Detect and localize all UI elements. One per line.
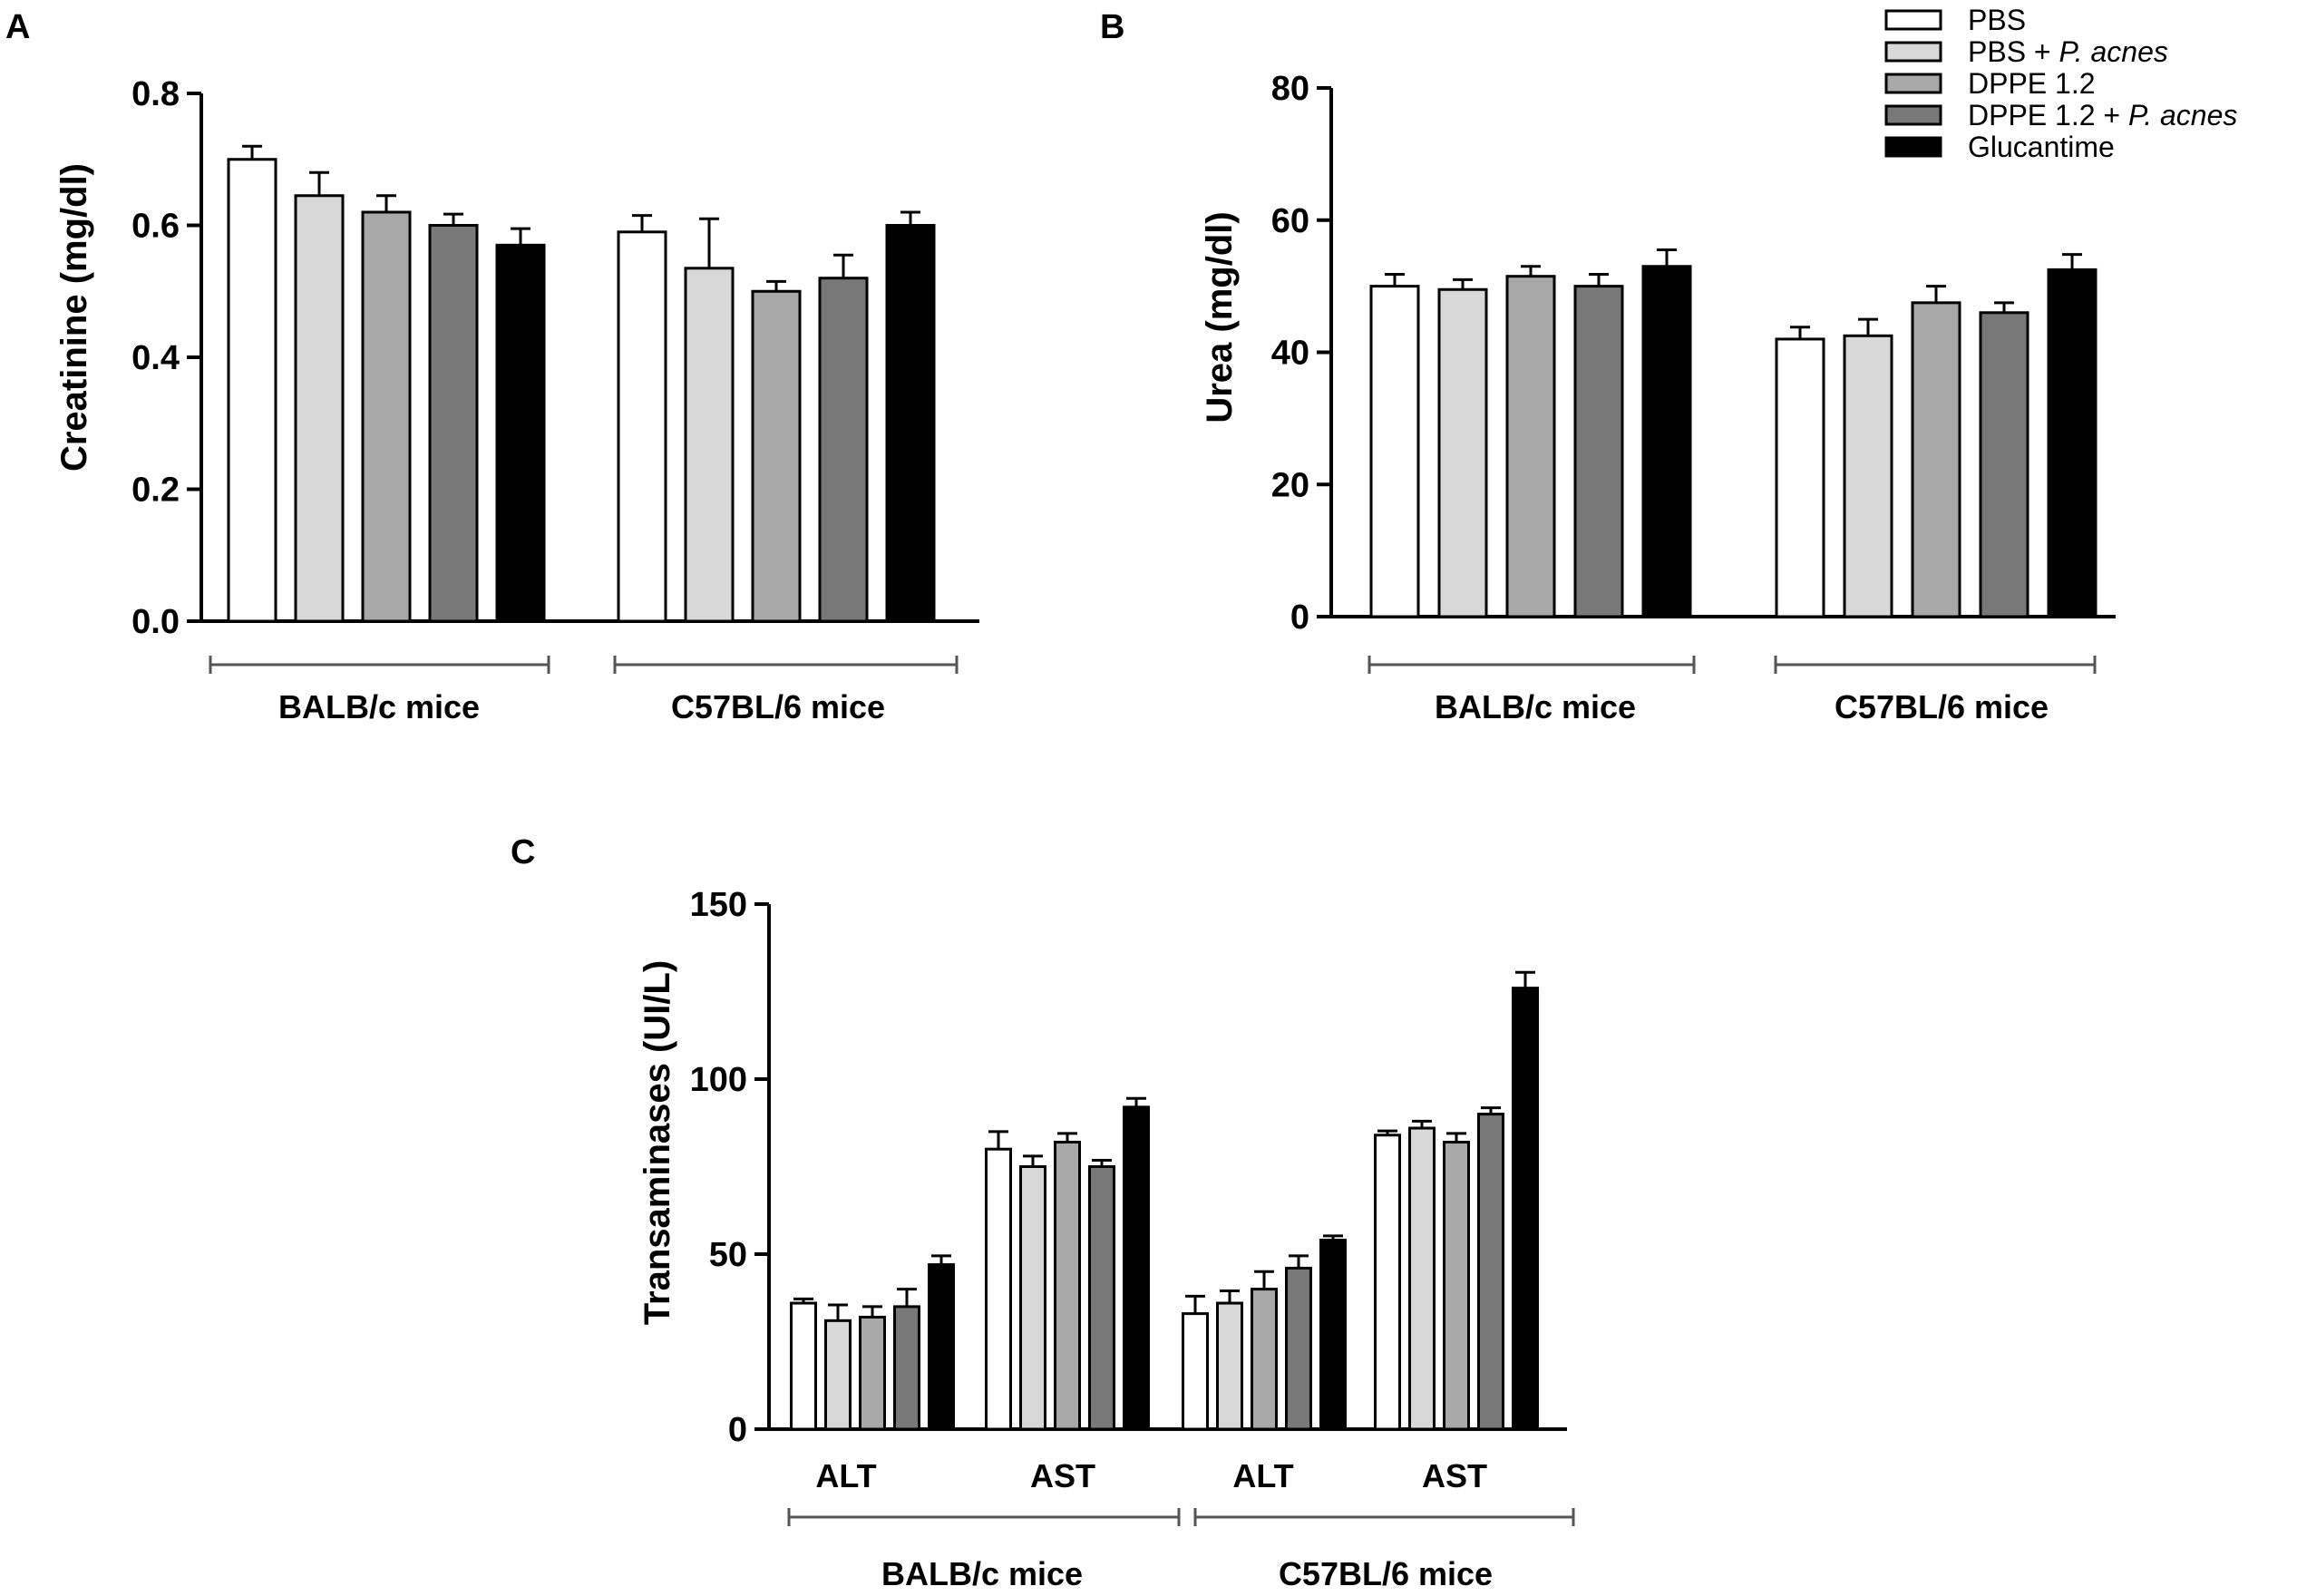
panel-a-bar: [751, 289, 802, 623]
panel-c-y-tick-label: 150: [690, 886, 747, 924]
panel-b-letter: B: [1100, 8, 1124, 46]
panel-c-y-tick-label: 50: [709, 1236, 747, 1274]
legend-entry-label: DPPE 1.2: [1968, 67, 2096, 100]
panel-a-bar: [227, 158, 277, 623]
panel-b-bar: [1369, 285, 1420, 618]
panel-c-subgroup-label: ALT: [815, 1457, 876, 1494]
panel-a-bar: [818, 277, 869, 623]
panel-c-bar: [1285, 1266, 1312, 1431]
panel-c-bar: [1477, 1113, 1504, 1431]
panel-c-bar: [893, 1305, 920, 1431]
panel-c-bar: [790, 1301, 817, 1431]
legend-swatch: [1884, 136, 1942, 158]
panel-b-group-label-c57: C57BL/6 mice: [1835, 688, 2049, 725]
legend-entry-label: Glucantime: [1968, 131, 2115, 163]
panel-b-y-tick-label: 40: [1271, 335, 1309, 373]
panel-c-y-tick-label: 100: [690, 1061, 747, 1099]
panel-c-bar: [1443, 1140, 1470, 1431]
panel-b-y-tick-label: 80: [1271, 70, 1309, 108]
panel-b-bar: [1437, 287, 1488, 618]
panel-b-bar: [1641, 265, 1692, 618]
legend-swatch: [1884, 9, 1942, 31]
panel-c-bar: [824, 1319, 852, 1431]
panel-b-urea-chart: B Urea (mg/dl) BALB/c mice C57BL/6 mice …: [1100, 8, 2116, 725]
panel-b-group-label-balbc: BALB/c mice: [1435, 688, 1636, 725]
panel-b-y-axis-title: Urea (mg/dl): [1200, 211, 1240, 423]
panel-c-bar: [1054, 1140, 1081, 1431]
panel-a-y-axis-title: Creatinine (mg/dl): [54, 163, 94, 472]
panel-c-bar: [859, 1315, 886, 1431]
panel-c-y-tick-label: 0: [728, 1411, 747, 1449]
panel-c-bar: [1408, 1126, 1436, 1431]
panel-c-bar: [928, 1263, 955, 1431]
panel-b-bar: [2047, 268, 2097, 618]
panel-a-group-label-c57: C57BL/6 mice: [671, 688, 885, 725]
legend-entry-label: PBS: [1968, 4, 2026, 36]
panel-c-bar: [1374, 1134, 1401, 1431]
panel-c-group-label-balbc: BALB/c mice: [881, 1555, 1083, 1592]
panel-c-bar: [1251, 1288, 1278, 1431]
panel-b-bar: [1979, 311, 2029, 618]
panel-a-bar: [684, 267, 735, 623]
legend-swatch: [1884, 104, 1942, 126]
panel-c-y-axis-title: Transaminases (UI/L): [638, 960, 677, 1325]
panel-b-bar: [1911, 301, 1961, 618]
panel-a-bar: [495, 243, 546, 623]
legend-entry-label: DPPE 1.2 + P. acnes: [1968, 99, 2237, 131]
panel-a-creatinine-chart: A Creatinine (mg/dl) BALB/c mice C57BL/6…: [5, 8, 979, 725]
legend-swatch: [1884, 73, 1942, 94]
panel-c-group-label-c57: C57BL/6 mice: [1279, 1555, 1493, 1592]
panel-a-bar: [617, 230, 667, 623]
panel-a-letter: A: [5, 8, 30, 46]
panel-c-bar: [1319, 1239, 1347, 1431]
legend-swatch: [1884, 41, 1942, 63]
panel-a-group-label-balbc: BALB/c mice: [278, 688, 480, 725]
panel-b-bar: [1505, 275, 1556, 618]
panel-c-bar: [1512, 987, 1539, 1431]
panel-b-y-tick-label: 20: [1271, 466, 1309, 504]
panel-a-bar: [361, 210, 412, 623]
panel-c-subgroup-label: AST: [1422, 1457, 1487, 1494]
panel-b-y-tick-label: 0: [1290, 598, 1309, 637]
panel-c-transaminases-chart: C Transaminases (UI/L) BALB/c mice C57BL…: [511, 833, 1575, 1592]
panel-c-letter: C: [511, 833, 535, 871]
panel-c-bar: [1019, 1165, 1046, 1431]
legend-entry-label: PBS + P. acnes: [1968, 35, 2168, 68]
panel-a-y-tick-label: 0.4: [131, 339, 180, 377]
panel-a-y-tick-label: 0.8: [131, 75, 180, 113]
panel-b-bar: [1573, 285, 1624, 618]
panel-c-bar: [985, 1147, 1012, 1431]
panel-a-bar: [885, 224, 936, 623]
panel-a-bar: [294, 194, 345, 623]
panel-b-bar: [1843, 334, 1893, 618]
panel-b-bar: [1775, 337, 1825, 618]
panel-c-bar: [1216, 1301, 1243, 1431]
panel-c-bar: [1088, 1165, 1115, 1431]
panel-a-y-tick-label: 0.6: [131, 208, 180, 246]
panel-a-bar: [428, 224, 479, 623]
panel-a-y-tick-label: 0.2: [131, 472, 180, 510]
panel-c-bar: [1123, 1105, 1150, 1431]
panel-c-bar: [1182, 1312, 1209, 1431]
panel-c-subgroup-label: AST: [1030, 1457, 1095, 1494]
panel-b-y-tick-label: 60: [1271, 202, 1309, 240]
panel-c-subgroup-label: ALT: [1232, 1457, 1293, 1494]
panel-a-y-tick-label: 0.0: [131, 603, 180, 641]
